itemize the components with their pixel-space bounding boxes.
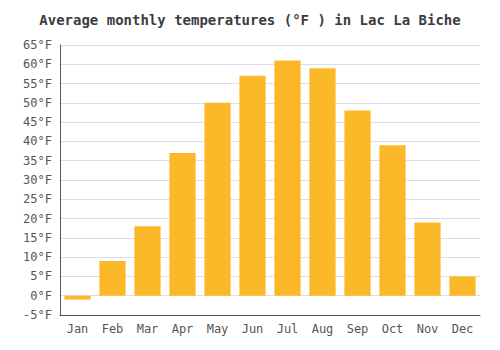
svg-text:Feb: Feb [102,322,124,336]
svg-text:Nov: Nov [417,322,439,336]
svg-text:55°F: 55°F [23,77,52,91]
svg-text:10°F: 10°F [23,250,52,264]
svg-text:Jul: Jul [277,322,299,336]
svg-text:45°F: 45°F [23,115,52,129]
svg-text:50°F: 50°F [23,96,52,110]
svg-text:Jan: Jan [67,322,89,336]
svg-text:25°F: 25°F [23,192,52,206]
svg-text:Oct: Oct [382,322,404,336]
svg-text:0°F: 0°F [30,289,52,303]
svg-text:Jun: Jun [242,322,264,336]
svg-text:15°F: 15°F [23,231,52,245]
svg-text:60°F: 60°F [23,57,52,71]
svg-text:-5°F: -5°F [23,308,52,322]
svg-text:40°F: 40°F [23,134,52,148]
svg-text:Dec: Dec [452,322,474,336]
svg-text:30°F: 30°F [23,173,52,187]
svg-text:20°F: 20°F [23,212,52,226]
svg-text:35°F: 35°F [23,154,52,168]
svg-text:Average monthly temperatures (: Average monthly temperatures (°F ) in La… [39,12,460,28]
svg-text:5°F: 5°F [30,269,52,283]
svg-text:May: May [207,322,229,336]
svg-text:Apr: Apr [172,322,194,336]
svg-text:Aug: Aug [312,322,334,336]
svg-text:Sep: Sep [347,322,369,336]
svg-text:65°F: 65°F [23,38,52,52]
svg-text:Mar: Mar [137,322,159,336]
